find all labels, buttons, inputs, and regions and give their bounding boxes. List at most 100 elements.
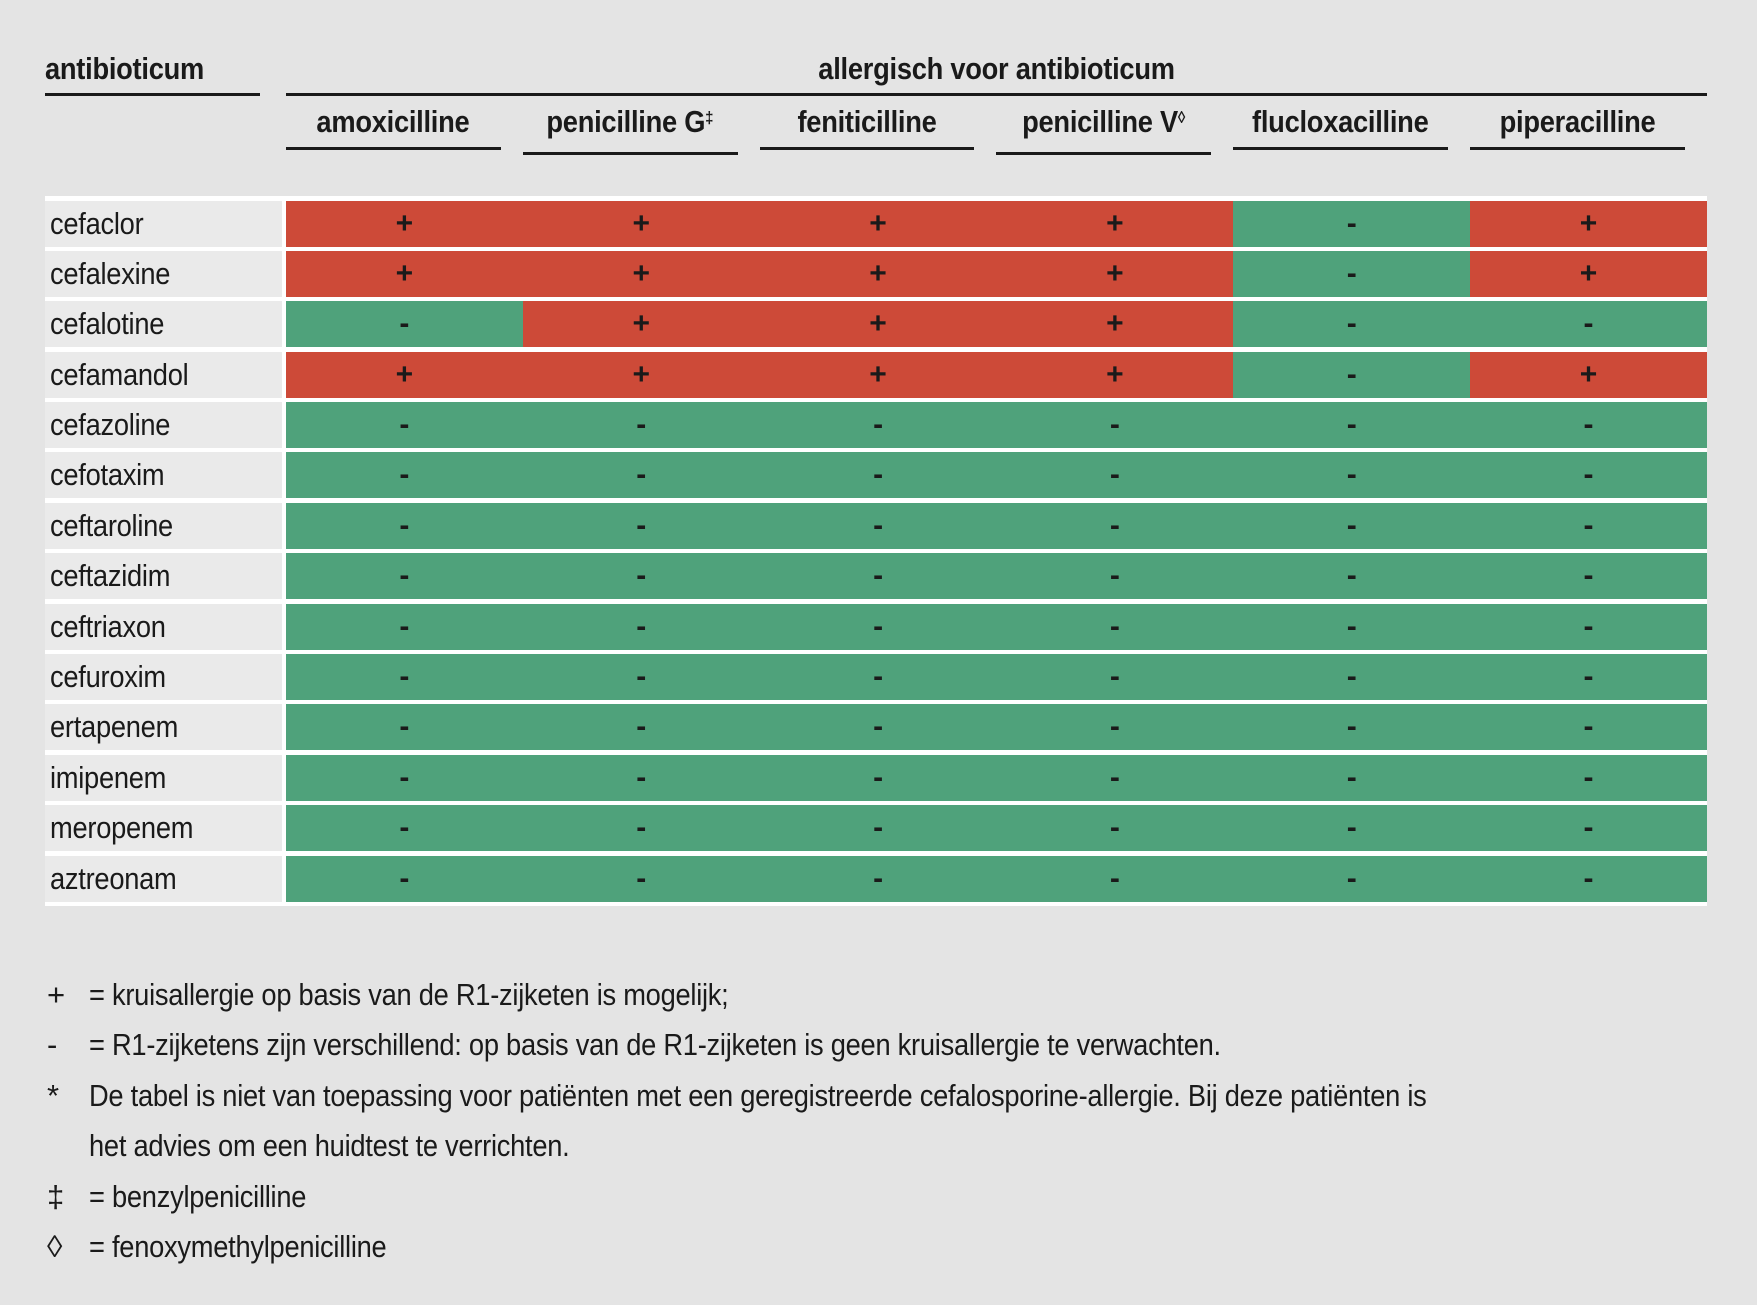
footnote-item: - = R1-zijketens zijn verschillend: op ba… [47,1020,1707,1070]
footnote-item: ‡ = benzylpenicilline [47,1172,1707,1222]
matrix-cell-value: - [636,811,647,845]
matrix-cell-value: - [873,710,884,744]
matrix-cell-cefalexine-penicilline-G: + [522,250,760,297]
matrix-cell-value: - [399,811,410,845]
column-header-label: amoxicilline [316,104,470,139]
matrix-cell-value: - [1109,609,1120,643]
matrix-cell-value: - [399,609,410,643]
matrix-cell-value: - [1583,861,1594,895]
matrix-cell-cefuroxim-piperacilline: - [1470,654,1707,701]
column-header-underline: feniticilline [759,103,975,150]
matrix-cell-value: - [873,609,884,643]
matrix-cell-cefamandol-penicilline-V: + [996,351,1234,398]
matrix-cell-cefuroxim-feniticilline: - [759,654,997,701]
label-column-separator [282,200,286,247]
matrix-cell-value: - [1583,508,1594,542]
footnotes: + = kruisallergie op basis van de R1-zijk… [47,970,1707,1272]
matrix-cell-value: - [1583,760,1594,794]
matrix-cell-value: - [1346,710,1357,744]
row-label-cell: meropenem [45,805,282,852]
matrix-cell-value: - [1109,660,1120,694]
table-row-aztreonam: aztreonam - - - - - - [45,855,1707,902]
matrix-cell-value: - [399,861,410,895]
column-header-label: feniticilline [797,104,937,139]
matrix-cell-value: - [636,760,647,794]
row-label: ceftazidim [50,558,171,594]
column-header-superscript: ◊ [1178,107,1186,127]
column-header-feniticilline: feniticilline [759,103,997,155]
row-header-label-text: antibioticum [45,51,205,86]
matrix-cell-cefalotine-penicilline-G: + [522,301,760,348]
matrix-cell-imipenem-amoxicilline: - [286,754,523,801]
matrix-cell-cefalexine-amoxicilline: + [286,250,523,297]
table-row-ceftriaxon: ceftriaxon - - - - - - [45,603,1707,650]
matrix-cell-value: - [1109,508,1120,542]
table-row-ceftazidim: ceftazidim - - - - - - [45,553,1707,600]
matrix-cell-value: + [632,206,650,240]
matrix-cell-cefuroxim-penicilline-G: - [522,654,760,701]
matrix-cell-ceftriaxon-penicilline-V: - [996,603,1234,650]
matrix-cell-value: - [1583,811,1594,845]
matrix-cell-ceftaroline-penicilline-V: - [996,502,1234,549]
matrix-cell-ceftriaxon-flucloxacilline: - [1233,603,1471,650]
row-header-underline [45,93,260,96]
matrix-cell-imipenem-penicilline-G: - [522,754,760,801]
column-header-underline: penicilline G‡ [522,103,738,155]
label-column-separator [282,351,286,398]
matrix-cell-cefaclor-penicilline-V: + [996,200,1234,247]
label-column-separator [282,250,286,297]
matrix-cell-value: + [869,206,887,240]
matrix-cell-value: + [1106,256,1124,290]
matrix-cell-cefuroxim-flucloxacilline: - [1233,654,1471,701]
matrix-cell-value: - [1583,458,1594,492]
row-label: aztreonam [50,860,177,896]
table-row-cefamandol: cefamandol + + + + - + [45,351,1707,398]
label-column-separator [282,704,286,751]
matrix-cell-value: + [869,357,887,391]
matrix-cell-value: - [636,609,647,643]
matrix-cell-cefuroxim-amoxicilline: - [286,654,523,701]
label-column-separator [282,553,286,600]
matrix-cell-imipenem-flucloxacilline: - [1233,754,1471,801]
column-group-underline [286,93,1707,96]
matrix-cell-value: + [395,357,414,391]
matrix-cell-value: - [399,508,410,542]
table-row-ceftaroline: ceftaroline - - - - - - [45,502,1707,549]
matrix-cell-ceftazidim-amoxicilline: - [286,553,523,600]
matrix-cell-cefalotine-amoxicilline: - [286,301,523,348]
matrix-cell-cefazoline-flucloxacilline: - [1233,402,1471,449]
label-column-separator [282,502,286,549]
matrix-cell-value: + [632,357,650,391]
matrix-cell-cefalotine-flucloxacilline: - [1233,301,1471,348]
column-header-penicilline-G: penicilline G‡ [522,103,760,155]
matrix-cell-value: - [636,408,647,442]
label-column-separator [282,654,286,701]
matrix-cell-imipenem-piperacilline: - [1470,754,1707,801]
label-column-separator [282,603,286,650]
matrix-cell-value: - [873,760,884,794]
matrix-cell-value: - [1583,710,1594,744]
column-header-flucloxacilline: flucloxacilline [1233,103,1470,155]
footnote-symbol: ◊ [47,1229,63,1265]
matrix-cell-value: - [399,408,410,442]
matrix-cell-value: - [873,458,884,492]
matrix-cell-value: - [1346,256,1357,290]
matrix-cell-value: - [399,559,410,593]
matrix-cell-value: - [1346,609,1357,643]
matrix-cell-value: - [1346,811,1357,845]
matrix-cell-cefamandol-flucloxacilline: - [1233,351,1471,398]
table-row-cefalotine: cefalotine - + + + - - [45,301,1707,348]
label-column-separator [282,301,286,348]
matrix-cell-aztreonam-feniticilline: - [759,855,997,902]
matrix-cell-cefalexine-penicilline-V: + [996,250,1234,297]
footnote-item: * De tabel is niet van toepassing voor pa… [47,1071,1707,1172]
matrix-cell-meropenem-amoxicilline: - [286,805,523,852]
matrix-cell-aztreonam-amoxicilline: - [286,855,523,902]
row-label: cefaclor [50,205,144,241]
matrix-cell-cefotaxim-feniticilline: - [759,452,997,499]
matrix-cell-value: - [399,760,410,794]
matrix-cell-value: - [1346,357,1357,391]
matrix-cell-aztreonam-penicilline-G: - [522,855,760,902]
matrix-cell-value: - [1346,760,1357,794]
